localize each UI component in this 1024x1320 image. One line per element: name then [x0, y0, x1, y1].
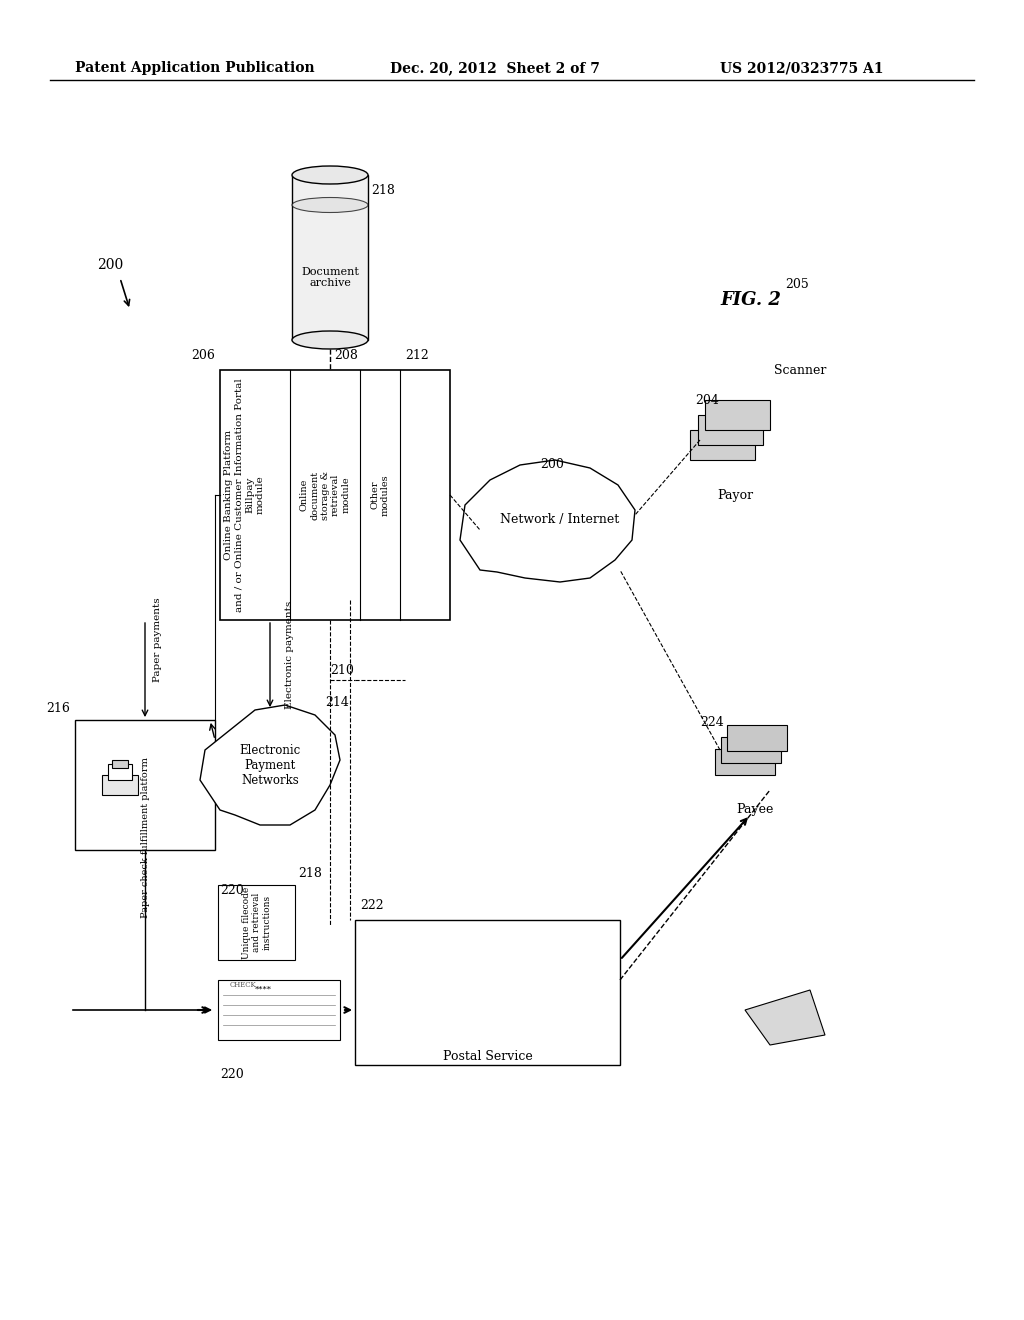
Text: 218: 218 — [298, 867, 322, 880]
FancyBboxPatch shape — [721, 737, 781, 763]
Text: 204: 204 — [695, 393, 719, 407]
Text: CHECK: CHECK — [230, 981, 257, 989]
Text: Paper check fulfillment platform: Paper check fulfillment platform — [140, 758, 150, 919]
Text: Online
document
storage &
retrieval
module: Online document storage & retrieval modu… — [300, 470, 350, 520]
Text: Online Banking Platform
and / or Online Customer Information Portal: Online Banking Platform and / or Online … — [224, 378, 244, 612]
FancyBboxPatch shape — [220, 370, 450, 620]
Text: 206: 206 — [191, 348, 215, 362]
Text: Payor: Payor — [717, 488, 753, 502]
FancyBboxPatch shape — [705, 400, 770, 430]
FancyBboxPatch shape — [697, 414, 763, 445]
Text: Other
modules: Other modules — [371, 474, 390, 516]
Polygon shape — [745, 990, 825, 1045]
Text: Billpay
module: Billpay module — [246, 475, 264, 515]
Ellipse shape — [225, 763, 275, 808]
Text: 200: 200 — [540, 458, 564, 471]
Text: Payee: Payee — [736, 804, 774, 817]
Text: US 2012/0323775 A1: US 2012/0323775 A1 — [720, 61, 884, 75]
Text: 224: 224 — [700, 715, 724, 729]
Text: ****: **** — [255, 986, 272, 994]
Ellipse shape — [292, 166, 368, 183]
Text: Document
archive: Document archive — [301, 267, 359, 288]
Text: Electronic payments: Electronic payments — [286, 601, 295, 709]
Ellipse shape — [292, 331, 368, 348]
FancyBboxPatch shape — [715, 748, 775, 775]
Ellipse shape — [243, 702, 298, 758]
Bar — [292, 176, 368, 341]
Text: Unique filecode
and retrieval
instructions: Unique filecode and retrieval instructio… — [242, 886, 271, 958]
Text: 200: 200 — [97, 257, 123, 272]
FancyBboxPatch shape — [355, 920, 620, 1065]
Text: Paper payments: Paper payments — [154, 598, 163, 682]
FancyBboxPatch shape — [690, 430, 755, 459]
Ellipse shape — [288, 738, 333, 783]
FancyBboxPatch shape — [218, 979, 340, 1040]
Text: 220: 220 — [220, 1068, 244, 1081]
Text: 208: 208 — [334, 348, 358, 362]
Bar — [102, 775, 138, 795]
Ellipse shape — [208, 738, 253, 783]
Text: 214: 214 — [325, 696, 349, 709]
FancyBboxPatch shape — [727, 725, 787, 751]
Text: 205: 205 — [785, 279, 809, 292]
Text: 210: 210 — [330, 664, 354, 676]
Polygon shape — [200, 705, 340, 825]
Text: FIG. 2: FIG. 2 — [720, 290, 781, 309]
Ellipse shape — [292, 198, 368, 213]
Text: Postal Service: Postal Service — [442, 1049, 532, 1063]
Text: Patent Application Publication: Patent Application Publication — [75, 61, 314, 75]
Text: 222: 222 — [360, 899, 384, 912]
Bar — [108, 764, 132, 780]
Text: Network / Internet: Network / Internet — [501, 513, 620, 527]
Polygon shape — [460, 459, 635, 582]
Ellipse shape — [238, 788, 293, 833]
Text: Electronic
Payment
Networks: Electronic Payment Networks — [240, 743, 301, 787]
Text: Scanner: Scanner — [774, 363, 826, 376]
FancyBboxPatch shape — [218, 884, 295, 960]
Text: 216: 216 — [46, 702, 70, 715]
Bar — [112, 760, 128, 768]
Text: 220: 220 — [220, 883, 244, 896]
Text: Dec. 20, 2012  Sheet 2 of 7: Dec. 20, 2012 Sheet 2 of 7 — [390, 61, 600, 75]
Text: 212: 212 — [406, 348, 429, 362]
Ellipse shape — [270, 767, 319, 813]
FancyBboxPatch shape — [75, 719, 215, 850]
Text: 218: 218 — [371, 183, 395, 197]
